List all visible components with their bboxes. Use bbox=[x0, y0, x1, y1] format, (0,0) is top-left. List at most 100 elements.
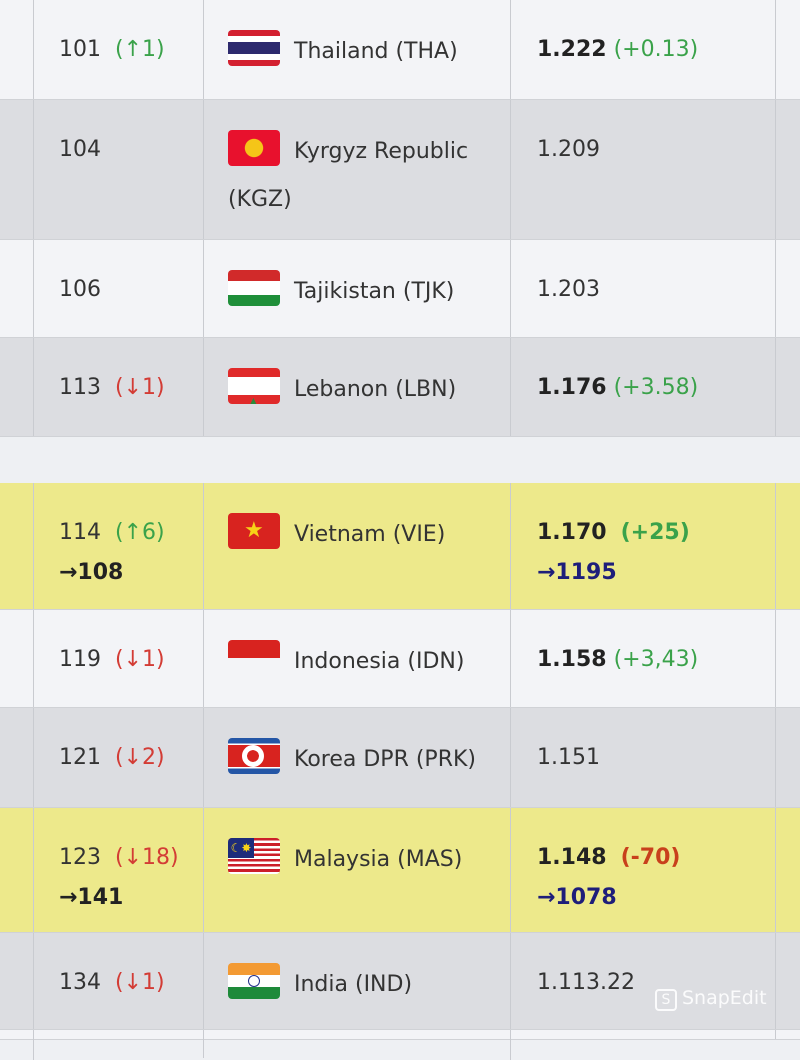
points: 1.113.22 bbox=[537, 970, 635, 995]
table-row bbox=[0, 1030, 800, 1060]
team-name[interactable]: Tajikistan (TJK) bbox=[294, 279, 455, 304]
north-korea-flag-icon bbox=[228, 738, 280, 774]
right-edge-cell bbox=[775, 1030, 800, 1039]
team-cell: ★ Vietnam (VIE) bbox=[203, 483, 510, 609]
points: 1.158 bbox=[537, 647, 607, 672]
right-edge-cell bbox=[775, 240, 800, 337]
left-edge-cell bbox=[0, 100, 33, 239]
team-cell: Kyrgyz Republic (KGZ) bbox=[203, 100, 510, 239]
table-row: 121 (↓2) Korea DPR (PRK) 1.151 bbox=[0, 708, 800, 808]
rank-cell: 134 (↓1) bbox=[33, 933, 203, 1029]
india-flag-icon bbox=[228, 963, 280, 999]
points-cell: 1.203 bbox=[510, 240, 775, 337]
rank-change: (↓18) bbox=[115, 845, 179, 870]
team-name[interactable]: Malaysia (MAS) bbox=[294, 847, 463, 872]
snapedit-watermark: S SnapEdit bbox=[655, 987, 767, 1011]
table-row: 106 Tajikistan (TJK) 1.203 bbox=[0, 240, 800, 338]
team-name[interactable]: India (IND) bbox=[294, 972, 413, 997]
rank-cell: 121 (↓2) bbox=[33, 708, 203, 807]
rank-change: (↓1) bbox=[115, 970, 165, 995]
left-edge-cell bbox=[0, 338, 33, 436]
team-name[interactable]: Korea DPR (PRK) bbox=[294, 747, 476, 772]
right-edge-cell bbox=[775, 933, 800, 1029]
team-name[interactable]: Thailand (THA) bbox=[294, 39, 458, 64]
rank: 106 bbox=[59, 277, 101, 302]
lebanon-flag-icon: ▲ bbox=[228, 368, 280, 404]
left-edge-cell bbox=[0, 240, 33, 337]
points: 1.151 bbox=[537, 745, 600, 770]
rank-change: (↓2) bbox=[115, 745, 165, 770]
team-cell: Indonesia (IDN) bbox=[203, 610, 510, 707]
rank-cell: 119 (↓1) bbox=[33, 610, 203, 707]
rank: 101 bbox=[59, 37, 101, 62]
right-edge-cell bbox=[775, 100, 800, 239]
watermark-text: SnapEdit bbox=[682, 987, 767, 1009]
team-cell: India (IND) bbox=[203, 933, 510, 1029]
table-row: 114 (↑6) →108 ★ Vietnam (VIE) 1.170 (+25) →11… bbox=[0, 483, 800, 610]
rank: 134 bbox=[59, 970, 101, 995]
points: 1.209 bbox=[537, 137, 600, 162]
points-cell: 1.176 (+3.58) bbox=[510, 338, 775, 436]
points-cell: 1.170 (+25) →1195 bbox=[510, 483, 775, 609]
rank-change: (↓1) bbox=[115, 375, 165, 400]
new-points: →1078 bbox=[537, 885, 617, 910]
team-name[interactable]: Lebanon (LBN) bbox=[294, 377, 457, 402]
table-row: 113 (↓1) ▲ Lebanon (LBN) 1.176 (+3.58) bbox=[0, 338, 800, 437]
team-name[interactable]: Indonesia (IDN) bbox=[294, 649, 465, 674]
right-edge-cell bbox=[775, 808, 800, 932]
left-edge-cell bbox=[0, 808, 33, 932]
rank-change: (↑1) bbox=[115, 37, 165, 62]
tajikistan-flag-icon bbox=[228, 270, 280, 306]
points: 1.203 bbox=[537, 277, 600, 302]
right-edge-cell bbox=[775, 610, 800, 707]
points-change: (+25) bbox=[620, 520, 690, 545]
rank-change: (↑6) bbox=[115, 520, 165, 545]
team-name[interactable]: Vietnam (VIE) bbox=[294, 522, 446, 547]
table-row: 134 (↓1) India (IND) 1.113.22 bbox=[0, 933, 800, 1030]
right-edge-cell bbox=[775, 708, 800, 807]
points-cell: 1.151 bbox=[510, 708, 775, 807]
team-cell: Tajikistan (TJK) bbox=[203, 240, 510, 337]
kyrgyzstan-flag-icon bbox=[228, 130, 280, 166]
points-change: (+3,43) bbox=[613, 647, 699, 672]
rank-cell: 113 (↓1) bbox=[33, 338, 203, 436]
points-change: (+3.58) bbox=[613, 375, 699, 400]
rank: 104 bbox=[59, 137, 101, 162]
left-edge-cell bbox=[0, 483, 33, 609]
team-name[interactable]: Kyrgyz Republic (KGZ) bbox=[228, 139, 469, 212]
points: 1.148 bbox=[537, 845, 607, 870]
snapedit-logo-icon: S bbox=[655, 989, 677, 1011]
rank: 114 bbox=[59, 520, 101, 545]
new-rank: →141 bbox=[59, 885, 124, 910]
points: 1.170 bbox=[537, 520, 607, 545]
new-rank: →108 bbox=[59, 560, 124, 585]
rank-cell bbox=[33, 1030, 203, 1060]
rank-change: (↓1) bbox=[115, 647, 165, 672]
team-cell bbox=[203, 1030, 510, 1058]
left-edge-cell bbox=[0, 610, 33, 707]
thailand-flag-icon bbox=[228, 30, 280, 66]
team-cell: ▲ Lebanon (LBN) bbox=[203, 338, 510, 436]
team-cell: Korea DPR (PRK) bbox=[203, 708, 510, 807]
right-edge-cell bbox=[775, 0, 800, 99]
points-cell: 1.148 (-70) →1078 bbox=[510, 808, 775, 932]
rank-cell: 123 (↓18) →141 bbox=[33, 808, 203, 932]
points: 1.222 bbox=[537, 37, 607, 62]
section-gap bbox=[0, 437, 800, 483]
table-row: 123 (↓18) →141 ☾✸ Malaysia (MAS) 1.148 (-70)… bbox=[0, 808, 800, 933]
points-change: (-70) bbox=[620, 845, 681, 870]
rank: 123 bbox=[59, 845, 101, 870]
table-row: 101 (↑1) Thailand (THA) 1.222 (+0.13) bbox=[0, 0, 800, 100]
rank-cell: 104 bbox=[33, 100, 203, 239]
points-cell: 1.209 bbox=[510, 100, 775, 239]
team-cell: Thailand (THA) bbox=[203, 0, 510, 99]
points-cell: 1.222 (+0.13) bbox=[510, 0, 775, 99]
malaysia-flag-icon: ☾✸ bbox=[228, 838, 280, 874]
team-cell: ☾✸ Malaysia (MAS) bbox=[203, 808, 510, 932]
rank-cell: 114 (↑6) →108 bbox=[33, 483, 203, 609]
table-row: 104 Kyrgyz Republic (KGZ) 1.209 bbox=[0, 100, 800, 240]
left-edge-cell bbox=[0, 1030, 33, 1039]
rank: 119 bbox=[59, 647, 101, 672]
points: 1.176 bbox=[537, 375, 607, 400]
vietnam-flag-icon: ★ bbox=[228, 513, 280, 549]
